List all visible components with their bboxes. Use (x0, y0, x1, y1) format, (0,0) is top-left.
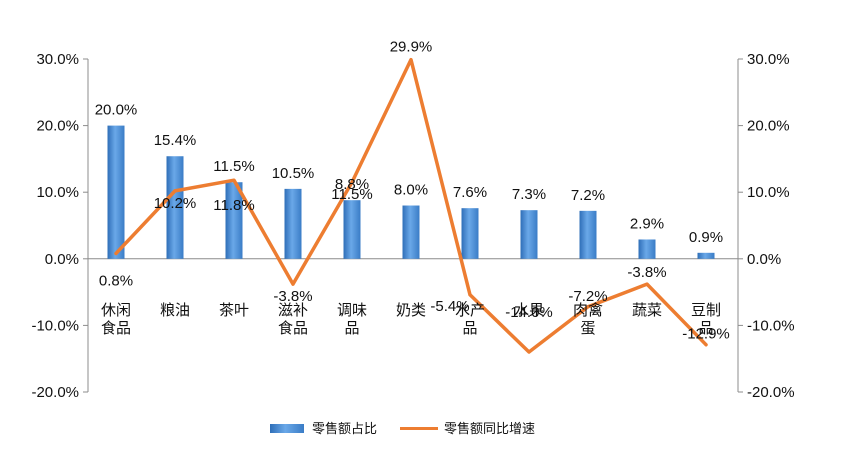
category-label: 调味品 (337, 302, 367, 337)
bar-value-label: 20.0% (95, 102, 138, 119)
line-point (704, 343, 708, 347)
left-tick-label: -10.0% (31, 317, 79, 334)
bar-value-label: 7.2% (571, 187, 605, 204)
bar-value-label: 7.3% (512, 186, 546, 203)
legend-swatch-bar (270, 424, 304, 433)
left-tick-label: -20.0% (31, 384, 79, 401)
bar (579, 210, 597, 259)
line-value-label: -12.9% (682, 326, 730, 343)
line-point (645, 282, 649, 286)
line-value-label: -5.4% (430, 298, 469, 315)
line-value-label: -7.2% (568, 288, 607, 305)
category-label: 奶类 (396, 302, 426, 319)
right-tick-label: 20.0% (747, 118, 790, 135)
right-tick-label: 0.0% (747, 251, 781, 268)
line-value-label: -14.0% (505, 304, 553, 321)
line-point (173, 189, 177, 193)
data-labels: 20.0% 15.4% 11.5% 10.5% 8.8% 8.0% 7.6% 7.3% 7.2%… (95, 39, 730, 343)
legend: 零售额占比 零售额同比增速 (270, 421, 535, 436)
line-point (527, 350, 531, 354)
line-value-label: 11.8% (213, 197, 254, 214)
category-label: 水产品 (455, 302, 485, 337)
svg-text:豆制品: 豆制品 (691, 302, 721, 337)
category-label: 滋补食品 (278, 302, 308, 337)
svg-text:蔬菜: 蔬菜 (632, 302, 662, 319)
line-value-label: 10.2% (154, 195, 197, 212)
right-tick-label: -20.0% (747, 384, 795, 401)
line-value-label: -3.8% (627, 264, 666, 281)
bar-value-label: 7.6% (453, 184, 487, 201)
line-point (114, 251, 118, 255)
category-label: 肉禽蛋 (573, 302, 603, 337)
left-tick-label: 20.0% (36, 118, 79, 135)
bar-value-label: 15.4% (154, 132, 197, 149)
line-point (468, 293, 472, 297)
svg-text:调味品: 调味品 (337, 302, 367, 337)
category-label: 粮油 (160, 302, 190, 319)
bar-value-label: 0.9% (689, 229, 723, 246)
bar (402, 205, 420, 259)
bar (697, 252, 715, 259)
legend-label-bar: 零售额占比 (312, 421, 377, 436)
bar (638, 239, 656, 259)
line-point (232, 178, 236, 182)
category-label: 茶叶 (219, 302, 249, 319)
line-value-label: -3.8% (273, 288, 312, 305)
svg-text:肉禽蛋: 肉禽蛋 (573, 302, 603, 337)
bar (520, 210, 538, 259)
line-value-label: 29.9% (390, 39, 433, 56)
svg-text:水产品: 水产品 (455, 302, 485, 337)
svg-text:休闲食品: 休闲食品 (101, 302, 131, 337)
category-label: 豆制品 (691, 302, 721, 337)
bar-series (107, 125, 715, 259)
bar (225, 182, 243, 259)
line-point (291, 282, 295, 286)
bar-value-label: 8.8% (335, 176, 369, 193)
svg-text:茶叶: 茶叶 (219, 302, 249, 319)
bar (284, 188, 302, 259)
right-tick-label: 10.0% (747, 184, 790, 201)
bar (343, 200, 361, 259)
line-point (350, 180, 354, 184)
left-tick-label: 0.0% (45, 251, 79, 268)
svg-text:奶类: 奶类 (396, 302, 426, 319)
category-label: 蔬菜 (632, 302, 662, 319)
svg-text:水果: 水果 (514, 302, 544, 319)
category-label: 休闲食品 (101, 302, 131, 337)
right-tick-label: -10.0% (747, 317, 795, 334)
line-point (586, 305, 590, 309)
axes: -20.0% -10.0% 0.0% 10.0% 20.0% 30.0% -20.0% -10… (31, 51, 794, 401)
bar (461, 208, 479, 259)
bar (107, 125, 125, 259)
right-tick-label: 30.0% (747, 51, 790, 68)
svg-text:滋补食品: 滋补食品 (278, 302, 308, 337)
line-series (114, 57, 708, 354)
bar-value-label: 10.5% (272, 165, 315, 182)
bar-value-label: 8.0% (394, 182, 428, 199)
line-value-label: 0.8% (99, 272, 133, 289)
bar (166, 156, 184, 259)
line-point (409, 58, 413, 62)
svg-text:粮油: 粮油 (160, 302, 190, 319)
category-label: 水果 (514, 302, 544, 319)
bar-value-label: 11.5% (213, 158, 254, 175)
line-value-label: 11.5% (331, 186, 372, 203)
legend-label-line: 零售额同比增速 (444, 421, 535, 436)
left-tick-label: 30.0% (36, 51, 79, 68)
left-tick-label: 10.0% (36, 184, 79, 201)
bar-value-label: 2.9% (630, 215, 664, 232)
